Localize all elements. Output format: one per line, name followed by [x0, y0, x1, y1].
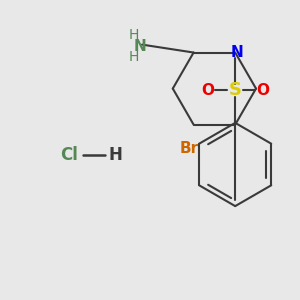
Text: H: H	[129, 28, 139, 42]
Text: O: O	[201, 83, 214, 98]
Text: H: H	[108, 146, 122, 164]
Text: N: N	[231, 45, 244, 60]
Text: Cl: Cl	[60, 146, 78, 164]
Text: H: H	[129, 50, 139, 64]
Text: N: N	[134, 39, 146, 54]
Text: S: S	[229, 81, 242, 99]
Text: Br: Br	[180, 141, 199, 156]
Text: O: O	[256, 83, 269, 98]
